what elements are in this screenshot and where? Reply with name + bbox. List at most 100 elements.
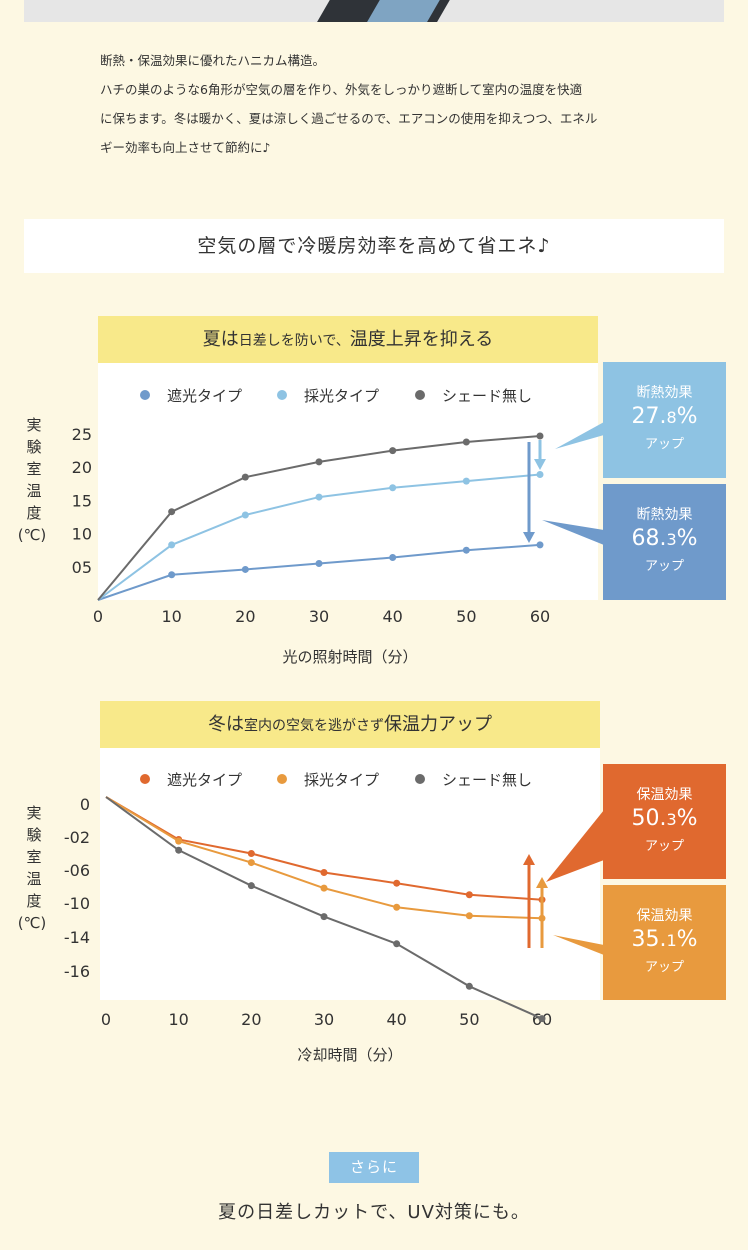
effect-number: 35. — [631, 927, 667, 952]
effect-suffix: アップ — [644, 960, 684, 975]
effect-decimal: 8 — [666, 408, 677, 427]
data-point — [320, 884, 328, 892]
sarani-badge: さらに — [329, 1152, 419, 1183]
data-point — [247, 850, 255, 857]
callout-pointer — [553, 935, 604, 955]
title-small: 室内の空気を逃がさず — [244, 718, 384, 734]
x-tick-label: 40 — [382, 607, 402, 626]
y-tick-label: -16 — [64, 962, 90, 981]
title-big: 冬は — [208, 714, 244, 735]
y-tick-label: 0 — [80, 795, 90, 814]
y-tick-label: 10 — [72, 525, 92, 544]
arrow-head — [536, 877, 548, 888]
effect-label: 保温効果 — [636, 908, 693, 924]
intro-line: 断熱・保温効果に優れたハニカム構造。 — [100, 53, 326, 68]
intro-line: ギー効率も向上させて節約に♪ — [100, 140, 271, 155]
legend-marker — [277, 390, 287, 400]
legend-marker — [277, 774, 287, 784]
winter-chart-bg — [100, 748, 600, 1000]
callout-pointer — [555, 422, 604, 449]
title-big: 温度上昇を抑える — [349, 329, 494, 350]
data-point — [393, 940, 401, 948]
intro-text: 断熱・保温効果に優れたハニカム構造。 ハチの巣のような6角形が空気の層を作り、外… — [100, 46, 660, 162]
data-point — [168, 541, 176, 549]
legend-marker — [140, 774, 150, 784]
x-tick-label: 30 — [309, 607, 329, 626]
arrow-head — [523, 532, 535, 543]
callout-pointer — [546, 810, 604, 882]
effect-number: 50. — [631, 806, 667, 831]
data-point — [536, 471, 544, 479]
section-banner: 空気の層で冷暖房効率を高めて省エネ♪ — [24, 219, 724, 273]
uv-caption: 夏の日差しカットで、UV対策にも。 — [218, 1202, 530, 1223]
effect-box: 保温効果 35.1% アップ — [603, 885, 726, 1000]
data-point — [175, 837, 183, 845]
data-point — [175, 846, 183, 854]
x-tick-label: 0 — [93, 607, 103, 626]
effect-suffix: アップ — [644, 437, 684, 452]
legend-marker — [415, 774, 425, 784]
x-tick-label: 40 — [386, 1010, 406, 1029]
title-big: 保温力アップ — [384, 714, 492, 735]
y-tick-label: -14 — [64, 928, 90, 947]
winter-chart-title: 冬は室内の空気を逃がさず保温力アップ — [100, 701, 600, 748]
effect-decimal: 3 — [666, 810, 677, 829]
x-tick-label: 60 — [530, 607, 550, 626]
data-point — [241, 511, 249, 519]
effect-value: 35.1% — [603, 925, 726, 956]
effect-percent: % — [676, 526, 698, 551]
effect-value: 68.3% — [603, 524, 726, 555]
data-point — [315, 458, 323, 466]
effect-percent: % — [676, 927, 698, 952]
data-point — [315, 493, 323, 501]
y-tick-label: -06 — [64, 861, 90, 880]
data-point — [393, 879, 401, 887]
effect-number: 27. — [631, 404, 667, 429]
legend-marker — [140, 390, 150, 400]
effect-box: 断熱効果 68.3% アップ — [603, 484, 726, 600]
data-point — [168, 571, 176, 579]
x-axis-label: 冷却時間（分） — [297, 1046, 402, 1064]
data-point — [536, 432, 544, 440]
data-point — [536, 541, 544, 549]
top-photo — [24, 0, 724, 22]
arrow-head — [523, 854, 535, 865]
effect-suffix: アップ — [644, 839, 684, 854]
y-tick-label: 05 — [72, 558, 92, 577]
y-tick-label: 20 — [72, 458, 92, 477]
x-tick-label: 10 — [161, 607, 181, 626]
data-point — [389, 447, 397, 455]
effect-label: 断熱効果 — [636, 507, 693, 523]
callout-pointer — [542, 520, 604, 545]
series-line — [105, 796, 543, 920]
intro-line: に保ちます。冬は暖かく、夏は涼しく過ごせるので、エアコンの使用を抑えつつ、エネル — [100, 111, 598, 126]
legend-label: シェード無し — [442, 771, 532, 789]
effect-number: 68. — [631, 526, 667, 551]
data-point — [320, 913, 328, 921]
effect-decimal: 3 — [666, 530, 677, 549]
data-point — [462, 438, 470, 446]
legend-label: シェード無し — [442, 387, 532, 405]
x-tick-label: 50 — [459, 1010, 479, 1029]
series-line — [105, 796, 543, 901]
data-point — [389, 554, 397, 562]
legend-marker — [415, 390, 425, 400]
y-tick-label: -10 — [64, 894, 90, 913]
x-axis-label: 光の照射時間（分） — [282, 648, 417, 666]
data-point — [393, 903, 401, 911]
series-line — [105, 796, 543, 1020]
legend-label: 採光タイプ — [304, 771, 379, 789]
series-line — [97, 473, 541, 601]
series-line — [97, 543, 541, 601]
effect-label: 断熱効果 — [636, 385, 693, 401]
data-point — [465, 912, 473, 920]
y-tick-label: 25 — [72, 425, 92, 444]
data-point — [465, 891, 473, 899]
effect-box: 断熱効果 27.8% アップ — [603, 362, 726, 478]
data-point — [538, 1015, 546, 1023]
data-point — [389, 484, 397, 492]
x-tick-label: 0 — [101, 1010, 111, 1029]
data-point — [241, 473, 249, 481]
effect-box: 保温効果 50.3% アップ — [603, 764, 726, 879]
